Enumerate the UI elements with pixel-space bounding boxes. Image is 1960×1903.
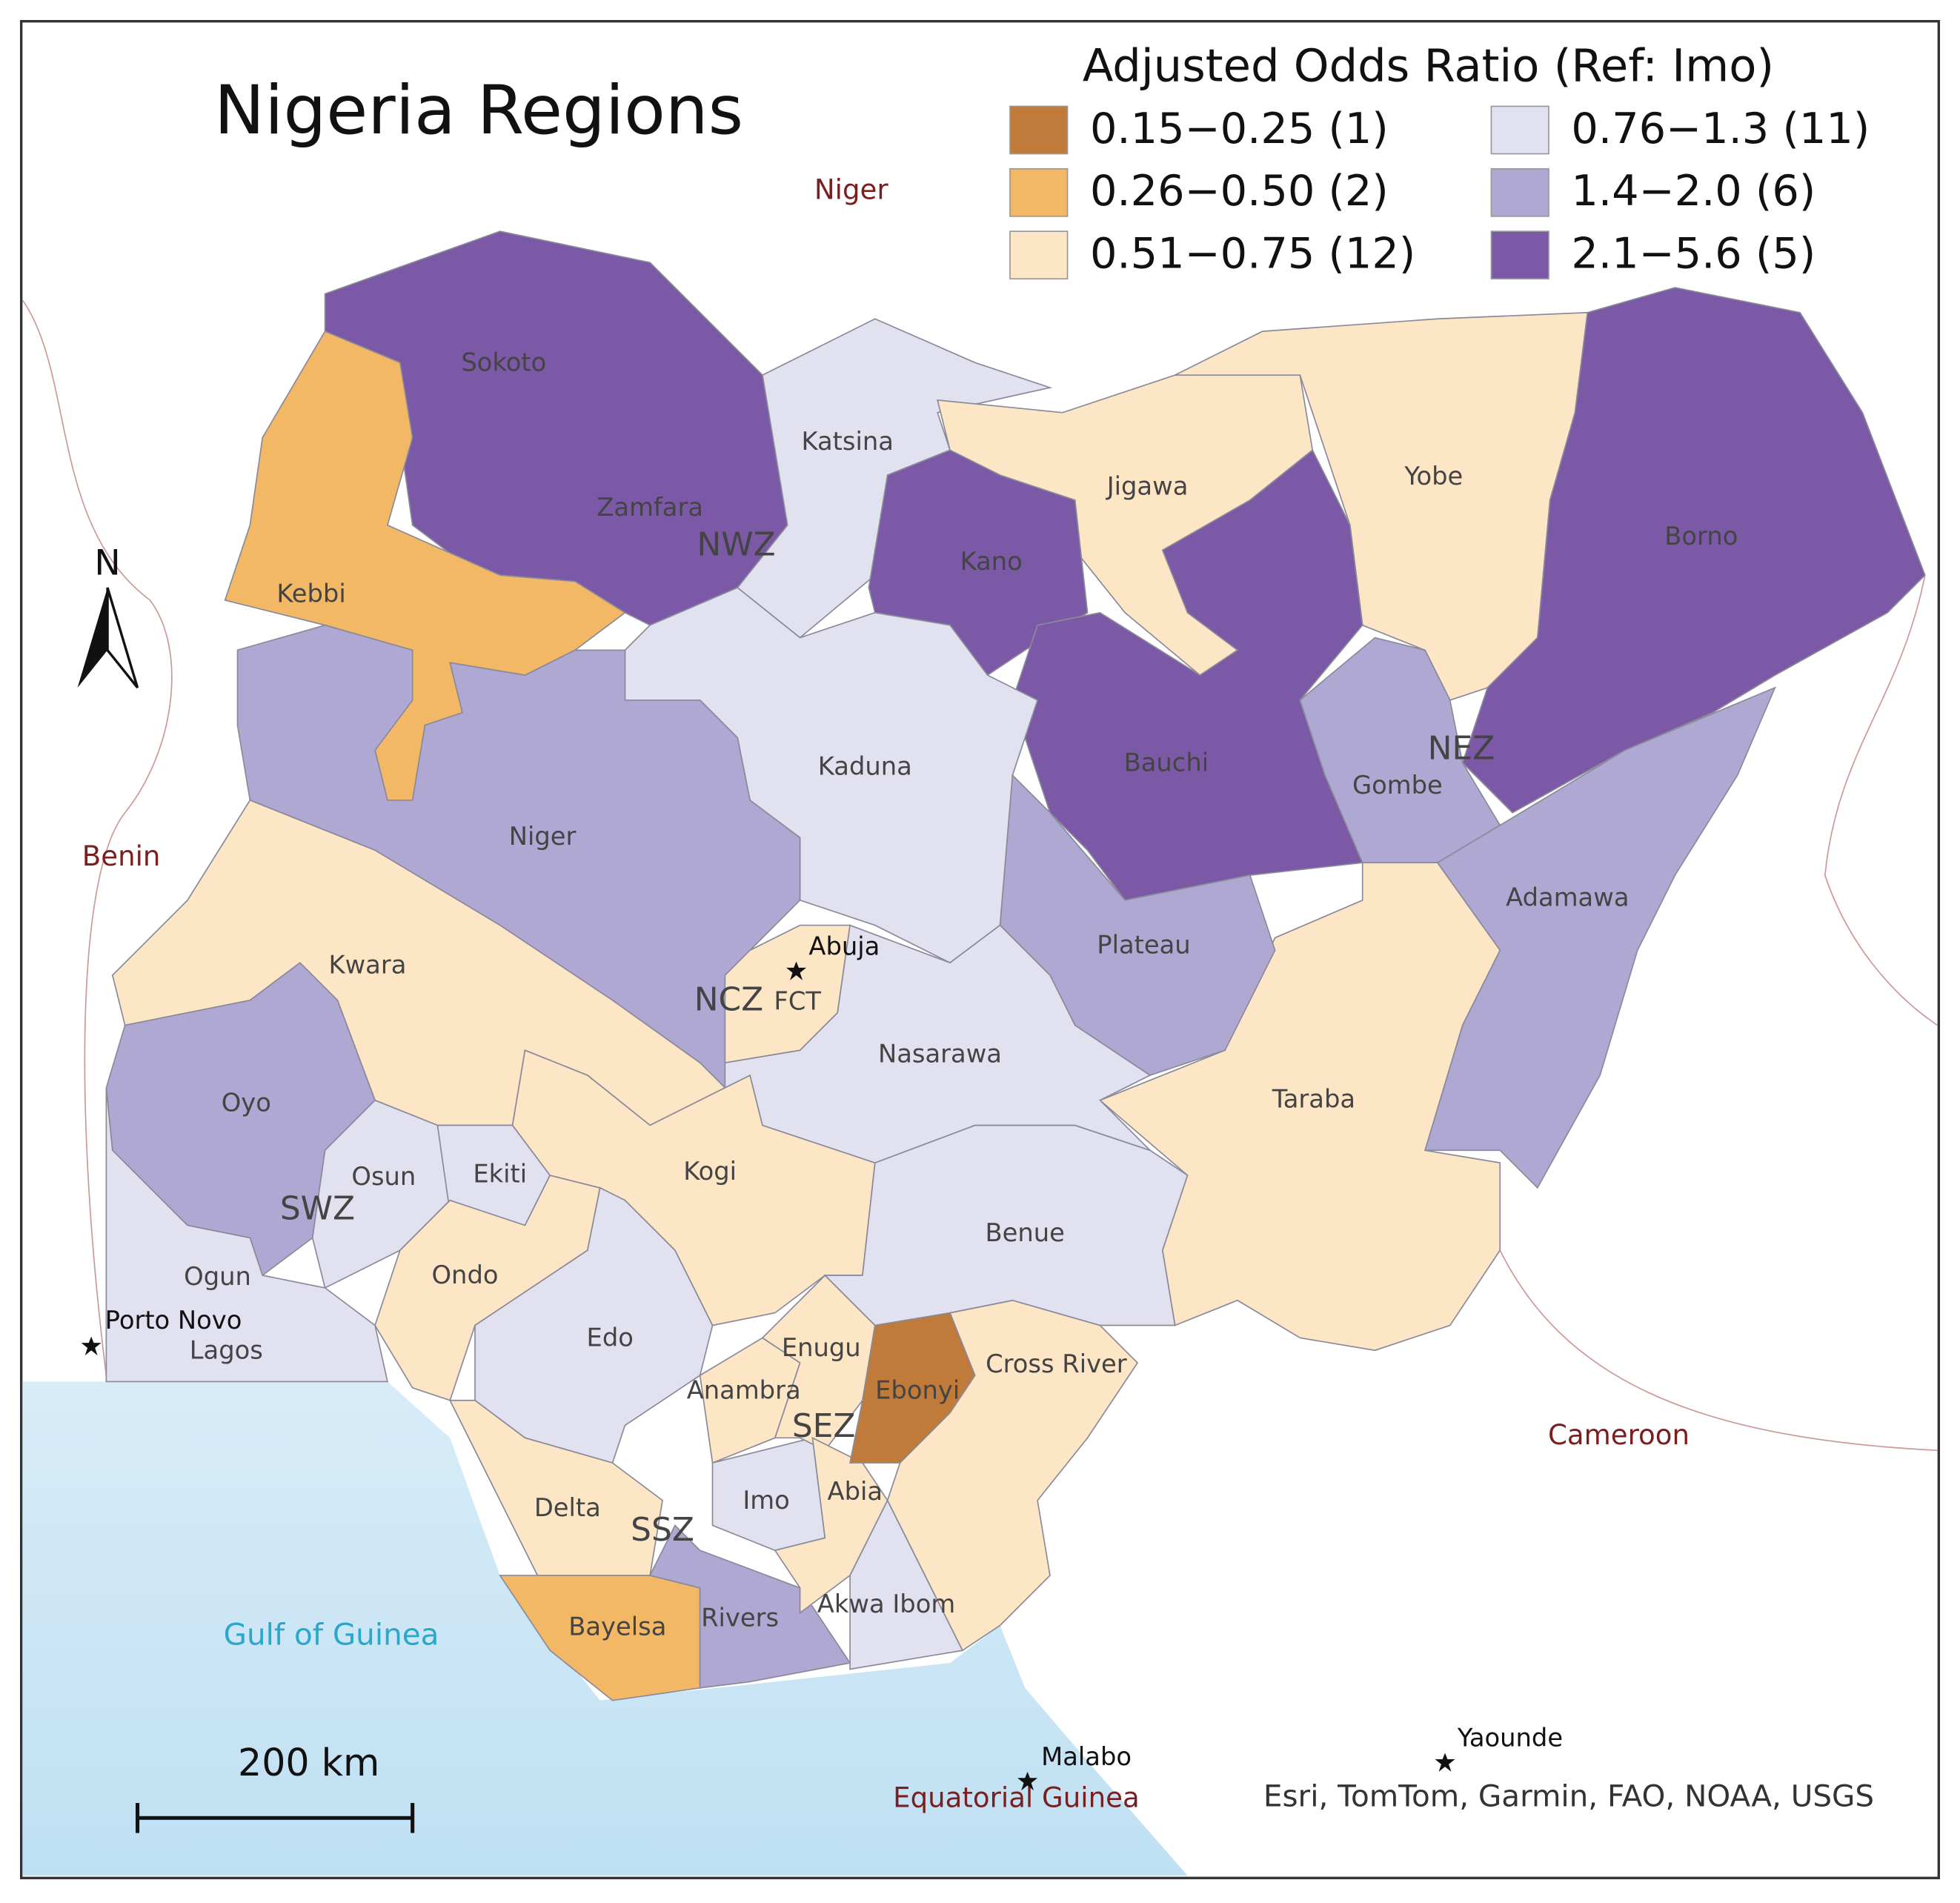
north-arrow: N: [77, 543, 139, 689]
state-label: Ogun: [184, 1262, 251, 1291]
state-label: Oyo: [222, 1088, 271, 1117]
state-label: Taraba: [1272, 1084, 1355, 1113]
state-label: Rivers: [701, 1603, 779, 1632]
state-label: Zamfara: [597, 493, 703, 522]
capital-star: [81, 1336, 102, 1355]
capital-star: [786, 961, 807, 980]
legend-swatch: [1490, 167, 1549, 217]
state-label: Kebbi: [276, 579, 345, 608]
state-label: Nasarawa: [878, 1040, 1002, 1069]
state-area: [774, 1436, 888, 1615]
state-label: Akwa Ibom: [817, 1590, 955, 1618]
country-labels: Niger Benin Cameroon Equatorial Guinea: [82, 174, 1690, 1814]
state-label: Borno: [1664, 522, 1738, 551]
place-label: Porto Novo: [105, 1306, 242, 1335]
state-label: Niger: [509, 822, 577, 851]
legend-label: 0.76−1.3 (11): [1571, 104, 1870, 153]
legend-swatch: [1009, 105, 1069, 155]
state-label: Delta: [534, 1493, 601, 1522]
arrow-left: [77, 588, 108, 688]
country-label: Cameroon: [1548, 1419, 1690, 1451]
state-label: Lagos: [190, 1335, 263, 1364]
state-label: Ebonyi: [875, 1375, 960, 1404]
state-label: Kogi: [683, 1157, 737, 1186]
zone-label: SWZ: [280, 1189, 355, 1227]
state-area: [886, 1299, 1139, 1652]
state-area: [1098, 862, 1501, 1352]
state-label: Abia: [828, 1477, 883, 1506]
state-area: [474, 1186, 714, 1464]
state-label: Ondo: [432, 1261, 499, 1289]
state-label: Bayelsa: [568, 1612, 666, 1641]
arrow-right: [106, 587, 139, 689]
state-area: [868, 449, 1089, 677]
state-label: Anambra: [687, 1375, 801, 1404]
scale-label: 200 km: [238, 1741, 379, 1784]
zone-label: NWZ: [697, 525, 775, 563]
country-label: Niger: [814, 174, 888, 206]
north-label: N: [94, 543, 120, 584]
state-label: Kwara: [328, 951, 406, 980]
place-label: Yaounde: [1457, 1723, 1563, 1752]
zone-label: SSZ: [631, 1511, 694, 1549]
country-borders: [21, 299, 1939, 1452]
state-label: Enugu: [782, 1333, 861, 1362]
place-label: Abuja: [808, 931, 880, 960]
water-label: Gulf of Guinea: [224, 1617, 439, 1653]
state-label: Cross River: [986, 1349, 1127, 1378]
country-label: Equatorial Guinea: [893, 1781, 1140, 1813]
state-label: Benue: [986, 1218, 1065, 1247]
legend-label: 1.4−2.0 (6): [1571, 166, 1816, 216]
state-label: FCT: [774, 987, 821, 1016]
state-area: [105, 1087, 388, 1383]
states: [105, 230, 1926, 1701]
state-label: Yobe: [1403, 462, 1463, 491]
state-area: [724, 924, 1152, 1164]
state-label: Imo: [743, 1486, 789, 1515]
state-label: Gombe: [1352, 771, 1443, 800]
state-label: Bauchi: [1124, 748, 1209, 777]
legend-swatch: [1009, 230, 1069, 280]
state-area: [1299, 637, 1501, 864]
state-label: Osun: [351, 1162, 416, 1191]
legend-swatch: [1490, 105, 1549, 155]
state-label: Plateau: [1097, 931, 1190, 960]
legend-label: 2.1−5.6 (5): [1571, 229, 1816, 279]
legend-title: Adjusted Odds Ratio (Ref: Imo): [1083, 40, 1774, 92]
zone-label: NCZ: [694, 980, 763, 1018]
place-label: Malabo: [1041, 1742, 1132, 1771]
state-label: Adamawa: [1506, 883, 1629, 912]
legend-swatch: [1490, 230, 1549, 280]
legend-label: 0.15−0.25 (1): [1090, 104, 1389, 153]
legend-label: 0.51−0.75 (12): [1090, 229, 1415, 279]
state-label: Edo: [587, 1324, 634, 1352]
state-label: Kaduna: [818, 751, 912, 780]
sea: [22, 1381, 1188, 1876]
state-label: Katsina: [801, 427, 893, 456]
zone-labels: NWZ NEZ NCZ SWZ SEZ SSZ: [280, 525, 1495, 1549]
capital-star: [1435, 1753, 1455, 1772]
scale-bar: [136, 1803, 415, 1833]
map-title: Nigeria Regions: [214, 71, 743, 150]
state-label: Sokoto: [461, 348, 546, 376]
state-area: [448, 1399, 663, 1576]
attribution: Esri, TomTom, Garmin, FAO, NOAA, USGS: [1263, 1778, 1874, 1813]
legend-label: 0.26−0.50 (2): [1090, 166, 1389, 216]
state-labels: Sokoto Zamfara Katsina Jigawa Kano Yobe …: [184, 348, 1738, 1641]
legend-swatch: [1009, 167, 1069, 217]
legend: 0.15−0.25 (1) 0.26−0.50 (2) 0.51−0.75 (12)…: [1009, 104, 1870, 280]
place-markers: [81, 961, 1455, 1791]
capital-star: [1017, 1771, 1038, 1791]
zone-label: NEZ: [1428, 729, 1495, 767]
zone-label: SEZ: [792, 1407, 856, 1445]
country-label: Benin: [82, 840, 161, 872]
state-label: Kano: [960, 547, 1023, 576]
state-label: Ekiti: [473, 1160, 527, 1189]
state-label: Jigawa: [1106, 472, 1189, 501]
